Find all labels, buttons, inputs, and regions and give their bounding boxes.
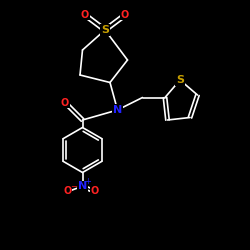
Text: −: − [70, 182, 77, 191]
Text: O: O [61, 98, 69, 108]
Text: S: S [101, 25, 109, 35]
Text: N: N [78, 181, 87, 191]
Text: N: N [113, 105, 122, 115]
Text: +: + [84, 177, 91, 186]
Text: S: S [176, 75, 184, 85]
Text: O: O [81, 10, 89, 20]
Text: O: O [91, 186, 99, 196]
Text: O: O [121, 10, 129, 20]
Text: O: O [64, 186, 72, 196]
